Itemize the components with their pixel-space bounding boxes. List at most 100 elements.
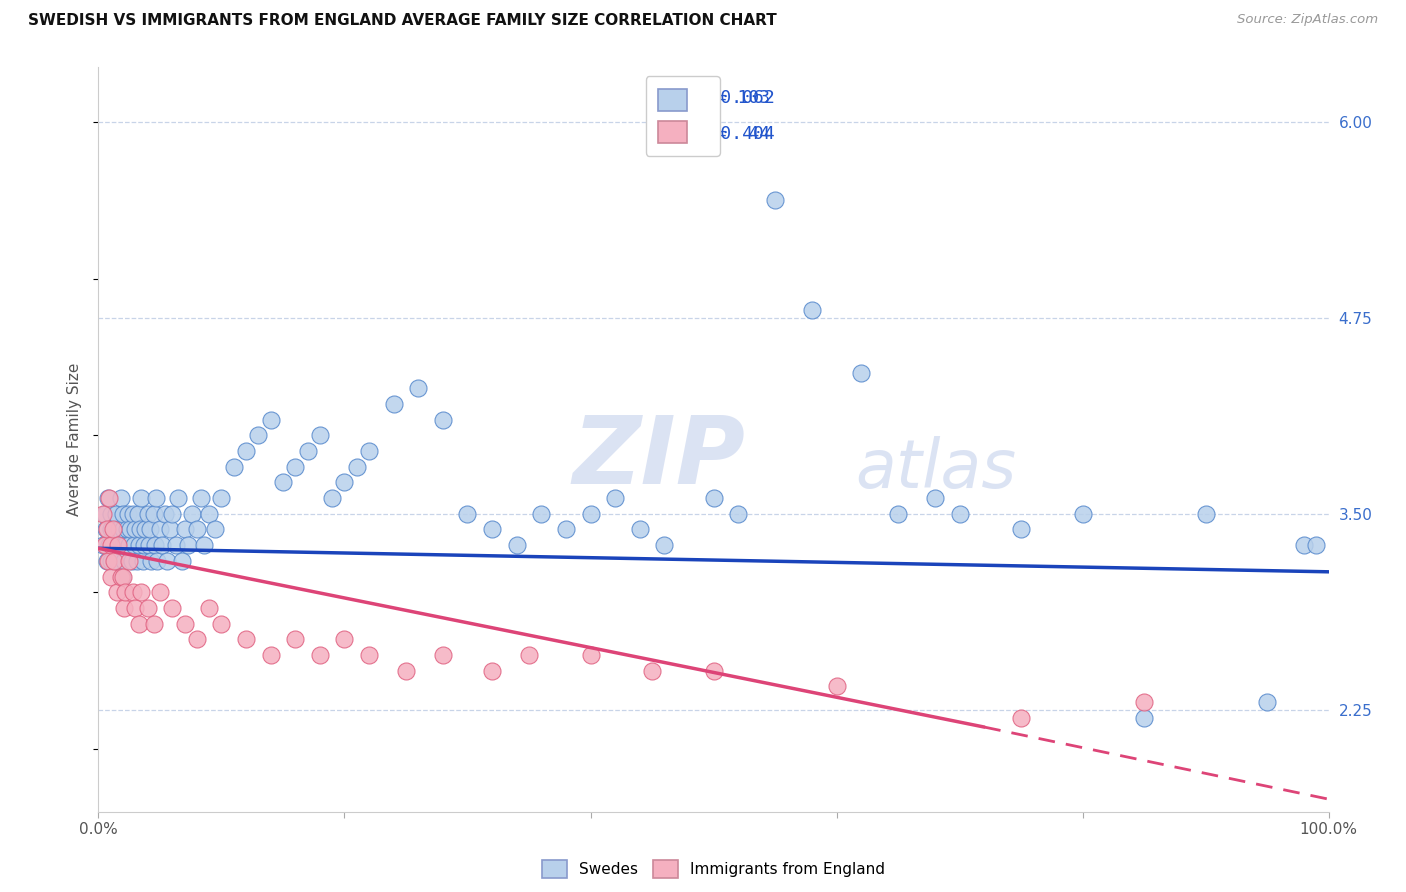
Point (146, 554, 169, 568)
Point (211, 616, 233, 631)
Point (139, 523, 162, 537)
Point (284, 632, 307, 647)
Point (132, 538, 155, 552)
Point (117, 507, 139, 521)
Point (104, 507, 127, 521)
Point (382, 397, 405, 411)
Point (100, 507, 122, 521)
Point (260, 413, 283, 427)
Point (128, 538, 150, 552)
Point (763, 193, 786, 207)
Point (309, 648, 332, 662)
Point (103, 523, 125, 537)
Point (131, 491, 153, 505)
Y-axis label: Average Family Size: Average Family Size (67, 363, 83, 516)
Point (138, 538, 160, 552)
Point (149, 523, 172, 537)
Point (94, 523, 117, 537)
Point (149, 585, 172, 599)
Point (555, 523, 578, 537)
Point (118, 538, 141, 552)
Text: atlas: atlas (855, 436, 1017, 502)
Text: Source: ZipAtlas.com: Source: ZipAtlas.com (1237, 13, 1378, 27)
Point (105, 554, 128, 568)
Point (93, 507, 115, 521)
Point (506, 538, 529, 552)
Point (177, 538, 200, 552)
Point (98, 491, 121, 505)
Point (193, 538, 215, 552)
Point (530, 507, 553, 521)
Point (112, 600, 135, 615)
Point (118, 554, 141, 568)
Point (156, 554, 179, 568)
Point (105, 585, 128, 599)
Point (432, 413, 454, 427)
Point (260, 648, 283, 662)
Point (100, 569, 122, 583)
Text: R = -0.404: R = -0.404 (666, 125, 775, 143)
Point (97, 554, 120, 568)
Point (181, 507, 204, 521)
Point (125, 554, 148, 568)
Point (186, 523, 208, 537)
Point (96, 554, 118, 568)
Point (333, 632, 356, 647)
Point (481, 664, 503, 678)
Point (359, 648, 381, 662)
Point (152, 538, 174, 552)
Point (801, 302, 824, 317)
Point (110, 491, 132, 505)
Point (122, 538, 145, 552)
Point (703, 491, 725, 505)
Point (93, 538, 115, 552)
Point (143, 538, 166, 552)
Point (103, 538, 125, 552)
Point (121, 554, 143, 568)
Point (309, 428, 332, 442)
Point (131, 585, 153, 599)
Point (122, 585, 145, 599)
Point (481, 523, 503, 537)
Point (1195, 507, 1218, 521)
Point (107, 538, 129, 552)
Point (114, 538, 136, 552)
Point (159, 523, 181, 537)
Point (628, 523, 651, 537)
Text: N =  44: N = 44 (695, 125, 770, 143)
Point (271, 475, 294, 490)
Point (112, 554, 135, 568)
Point (110, 569, 132, 583)
Point (165, 538, 187, 552)
Point (247, 428, 270, 442)
Point (887, 507, 910, 521)
Point (186, 632, 208, 647)
Point (103, 523, 125, 537)
Point (136, 507, 159, 521)
Point (1071, 507, 1094, 521)
Point (1010, 711, 1032, 725)
Point (235, 444, 257, 458)
Point (111, 569, 134, 583)
Point (93, 538, 115, 552)
Point (100, 523, 122, 537)
Point (173, 523, 195, 537)
Point (108, 523, 131, 537)
Point (103, 554, 125, 568)
Text: R = -0.062: R = -0.062 (666, 89, 775, 107)
Point (114, 585, 136, 599)
Point (145, 491, 167, 505)
Point (703, 664, 725, 678)
Point (96, 523, 118, 537)
Point (122, 507, 145, 521)
Point (359, 444, 381, 458)
Text: ZIP: ZIP (572, 412, 745, 504)
Point (120, 523, 142, 537)
Point (100, 554, 122, 568)
Point (1133, 711, 1156, 725)
Point (128, 616, 150, 631)
Point (579, 507, 602, 521)
Point (136, 600, 159, 615)
Point (162, 600, 183, 615)
Point (173, 616, 195, 631)
